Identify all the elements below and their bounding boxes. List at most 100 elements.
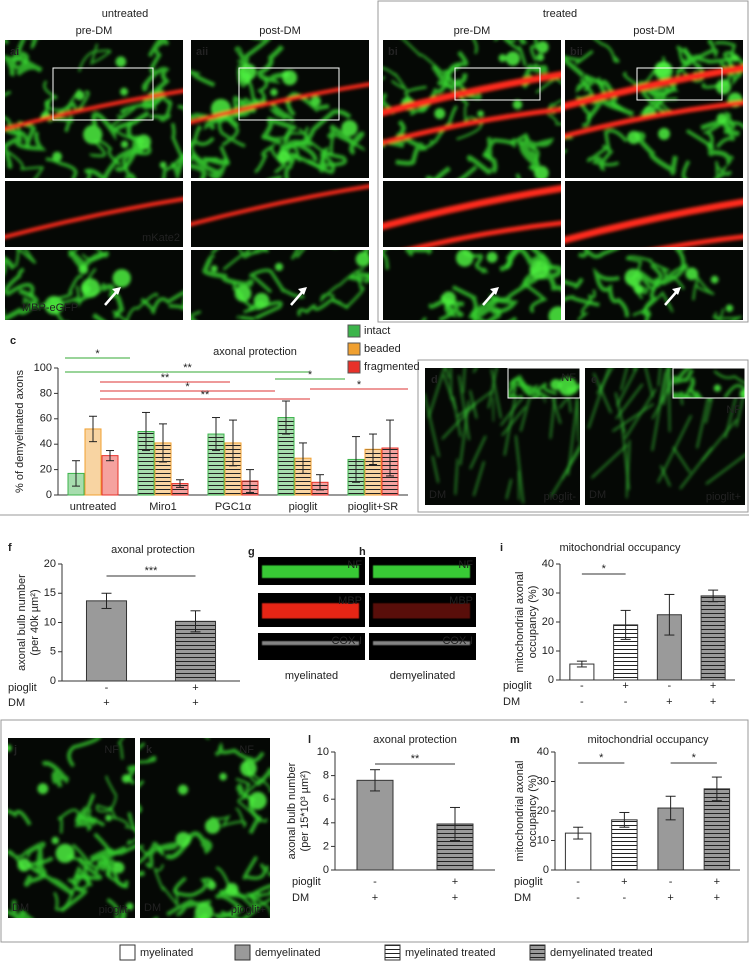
cell-body [8,744,12,752]
myelin [15,40,38,55]
neurofilament [735,385,745,428]
myelin [643,263,663,320]
cell-body [536,53,545,62]
significance-label: ** [161,372,170,384]
image-content [191,40,369,178]
myelin [594,40,620,63]
cell-body [234,285,252,302]
condition-value: + [452,892,458,904]
myelin [153,864,179,907]
axon [383,184,561,230]
neurofilament [612,403,654,432]
panel-label: ai [10,46,19,58]
legend-swatch [234,944,251,961]
neurofilament [450,368,453,400]
cell-body [75,90,85,101]
cell-body [37,783,49,795]
condition-value: - [580,696,584,708]
marker-label: NF [239,744,254,756]
myelin [279,144,302,164]
bar [101,455,119,496]
y-tick-label: 10 [542,645,554,657]
x-tick-label: Miro1 [149,501,177,513]
neurofilament [515,435,524,504]
profile-signal [373,641,470,646]
myelin [257,44,285,84]
cell-body [210,265,218,273]
condition-value: - [669,876,673,888]
y-tick-label: 40 [40,438,52,450]
myelin [140,841,165,864]
chart-title: axonal protection [373,734,457,746]
axon [191,184,369,227]
myelin [431,64,468,89]
error-bar [72,460,80,487]
axon [565,64,743,110]
cell-body [52,151,63,162]
cell-body [624,268,642,287]
myelin [293,109,352,162]
chart-title: mitochondrial occupancy [559,542,681,554]
neurofilament [672,446,691,474]
error-bar [352,436,360,483]
cell-body [177,784,189,795]
myelin [592,267,630,318]
significance-label: *** [145,565,159,577]
treated-frame [377,0,749,323]
y-tick-label: 0 [548,674,554,686]
myelin [170,154,183,178]
condition-value: + [192,682,198,694]
neurofilament [445,368,450,379]
zoom-box [636,67,723,101]
cell-body [159,161,167,169]
image-bg [8,738,135,918]
column-title: pre-DM [454,25,491,37]
cell-body [716,113,727,124]
cell-body [505,51,521,66]
axon [5,88,183,131]
axon [656,234,743,247]
significance-label: * [308,369,313,381]
myelin [673,391,691,398]
micrograph [191,181,369,247]
myelin [685,111,736,150]
y-axis-label: occupancy (%) [527,775,539,848]
myelin [701,41,737,89]
myelin [419,105,458,152]
y-axis-label: occupancy (%) [527,586,539,659]
marker-label: NF [458,559,473,571]
condition-name: DM [514,892,531,904]
condition-value: + [372,892,378,904]
y-axis-label: (per 15*10³ µm²) [299,771,311,852]
neurofilament [459,400,470,466]
panel-label: bi [388,46,398,58]
myelin [255,767,270,787]
y-tick-label: 30 [542,587,554,599]
neurofilament [469,435,487,470]
panel-label: d [431,374,438,386]
myelin [191,125,215,147]
neurofilament [620,368,628,391]
myelin [442,64,482,100]
condition-value: + [452,876,458,888]
channel-label: mKate2 [142,232,180,244]
neurofilament [614,392,626,433]
cell-body [115,56,127,68]
neurofilament [492,398,495,422]
myelin [222,250,267,271]
neurofilament [462,368,466,394]
myelin [140,290,183,315]
neurofilament [469,390,478,419]
cell-body [274,262,284,271]
micrograph [140,738,270,918]
condition-value: - [624,696,628,708]
image-content [191,184,369,227]
myelin [140,742,157,764]
error-bar [386,419,394,477]
myelin [11,50,29,71]
condition-value: + [710,696,716,708]
image-content [565,250,742,320]
y-tick-label: 40 [542,558,554,570]
myelin [41,761,69,788]
stain-frame [417,359,749,513]
